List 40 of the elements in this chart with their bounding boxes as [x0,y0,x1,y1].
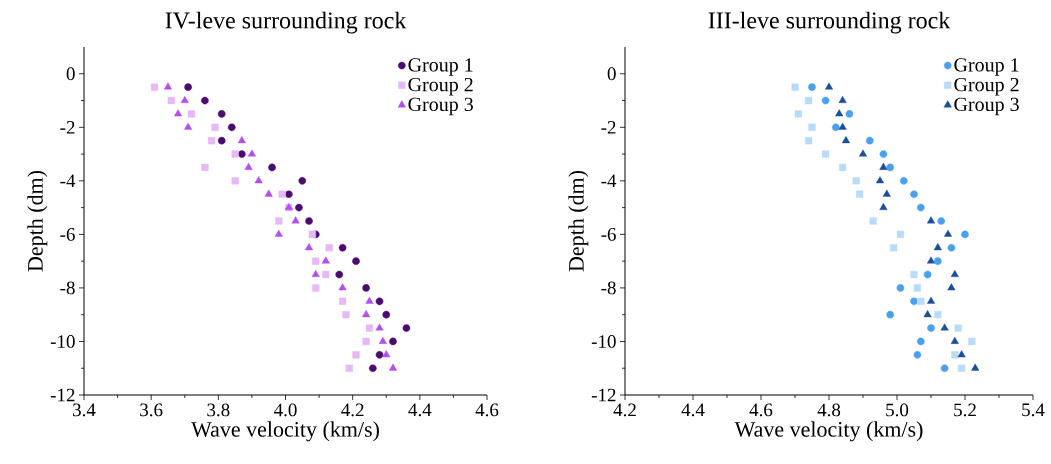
legend-label: Group 3 [408,97,473,116]
y-tick-label: 0 [607,67,616,81]
legend-label: Group 2 [408,77,473,96]
y-tick-label: -12 [591,388,616,402]
x-tick-label: 4.4 [408,403,432,417]
y-tick-label: -6 [60,228,75,241]
x-tick-label: 3.8 [207,403,230,417]
y-tick-label: -8 [601,281,616,295]
x-tick-label: 4.8 [817,403,841,417]
x-tick-label: 5.2 [954,403,976,417]
x-tick-label: 4.0 [274,403,297,417]
x-tick-label: 3.4 [73,403,96,417]
x-axis-title: Wave velocity (km/s) [734,421,923,442]
y-axis-title: Depth (dm) [27,170,48,272]
y-tick-label: -8 [60,281,75,295]
y-tick-label: -2 [60,121,75,134]
y-tick-label: -4 [601,174,617,188]
x-tick-label: 4.6 [475,403,499,417]
y-tick-label: -10 [50,335,75,348]
y-tick-label: -6 [601,228,616,241]
legend-label: Group 2 [954,77,1019,96]
y-tick-label: -12 [50,388,75,402]
y-axis-title: Depth (dm) [568,170,589,272]
legend-label: Group 1 [954,58,1019,76]
x-tick-label: 4.2 [613,403,636,417]
x-tick-label: 5.0 [886,403,909,417]
y-tick-label: -4 [60,174,76,188]
x-tick-label: 4.2 [341,403,364,417]
x-tick-label: 4.4 [681,403,705,417]
x-tick-label: 5.4 [1022,403,1045,417]
legend-label: Group 1 [408,58,473,76]
y-tick-label: 0 [66,67,75,81]
y-tick-label: -10 [591,335,616,348]
x-tick-label: 3.6 [140,403,163,417]
legend-label: Group 3 [954,97,1019,116]
chart-title: III-leve surrounding rock [708,11,951,34]
y-tick-label: -2 [601,121,616,134]
x-axis-title: Wave velocity (km/s) [191,421,379,442]
chart-title: IV-leve surrounding rock [165,11,407,34]
x-tick-label: 4.6 [749,403,773,417]
